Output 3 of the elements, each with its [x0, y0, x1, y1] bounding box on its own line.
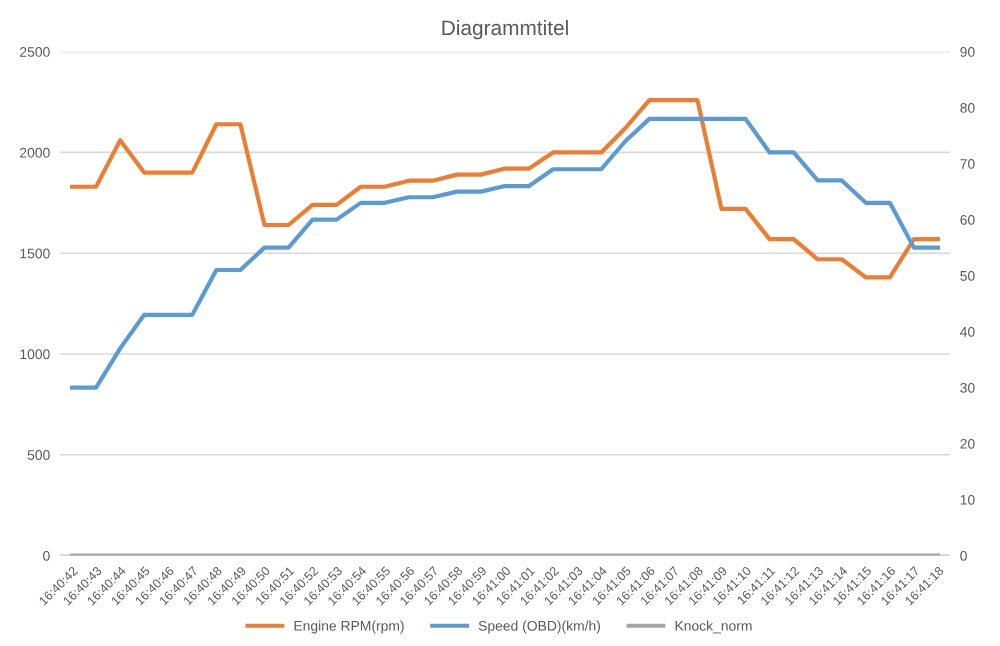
line-series — [69, 116, 941, 390]
chart-title: Diagrammtitel — [442, 19, 568, 40]
line-series — [69, 97, 941, 280]
